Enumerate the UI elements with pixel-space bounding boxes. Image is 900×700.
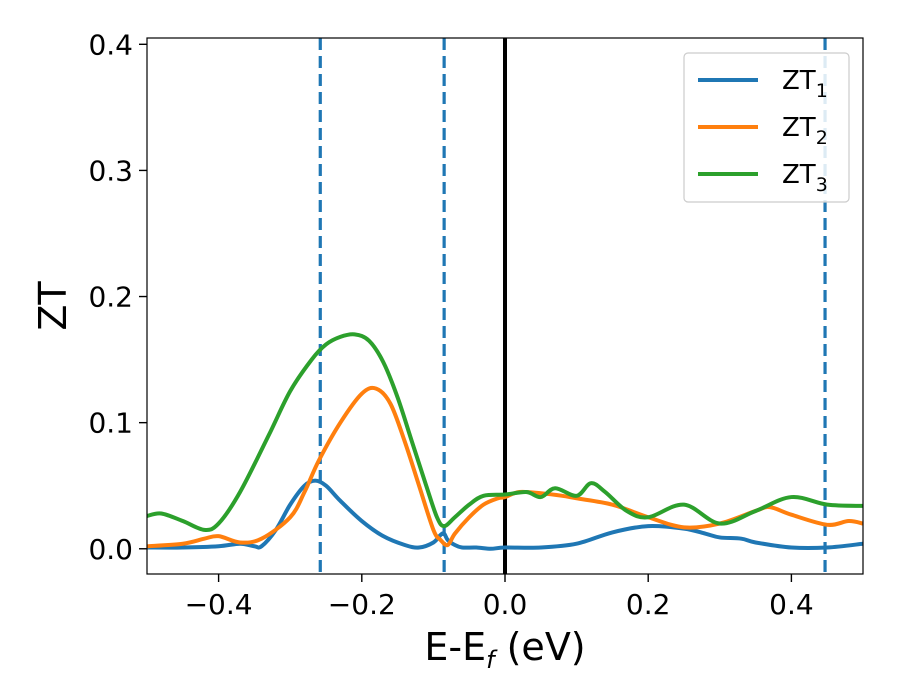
legend-label: ZT2 <box>782 113 828 149</box>
x-tick-label: −0.4 <box>185 588 253 621</box>
y-tick-label: 0.2 <box>88 281 133 314</box>
series-line-zt3 <box>147 332 863 532</box>
y-axis-label: ZT <box>31 281 75 331</box>
y-tick-label: 0.1 <box>88 407 133 440</box>
y-tick-label: 0.0 <box>88 533 133 566</box>
y-tick-label: 0.3 <box>88 154 133 187</box>
x-axis-ticks: −0.4 −0.2 0.0 0.2 0.4 <box>185 574 814 621</box>
legend-item-zt2: ZT2 <box>698 113 828 149</box>
x-axis-label: E-Ef (eV) <box>424 625 585 674</box>
y-axis-ticks: 0.0 0.1 0.2 0.3 0.4 <box>88 28 147 566</box>
series-lines <box>147 332 863 551</box>
y-tick-label: 0.4 <box>88 28 133 61</box>
x-tick-label: 0.2 <box>626 588 671 621</box>
x-axis-label-suffix: (eV) <box>495 625 586 669</box>
x-tick-label: −0.2 <box>328 588 396 621</box>
legend-label: ZT3 <box>782 160 828 196</box>
legend-label: ZT1 <box>782 66 828 102</box>
reference-lines <box>318 38 827 574</box>
legend-box <box>683 52 850 203</box>
x-tick-label: 0.4 <box>769 588 814 621</box>
x-tick-label: 0.0 <box>483 588 528 621</box>
legend: ZT1 ZT2 ZT3 <box>683 52 850 203</box>
legend-item-zt1: ZT1 <box>698 66 828 102</box>
x-axis-label-main: E-E <box>424 625 486 669</box>
legend-item-zt3: ZT3 <box>698 160 828 196</box>
